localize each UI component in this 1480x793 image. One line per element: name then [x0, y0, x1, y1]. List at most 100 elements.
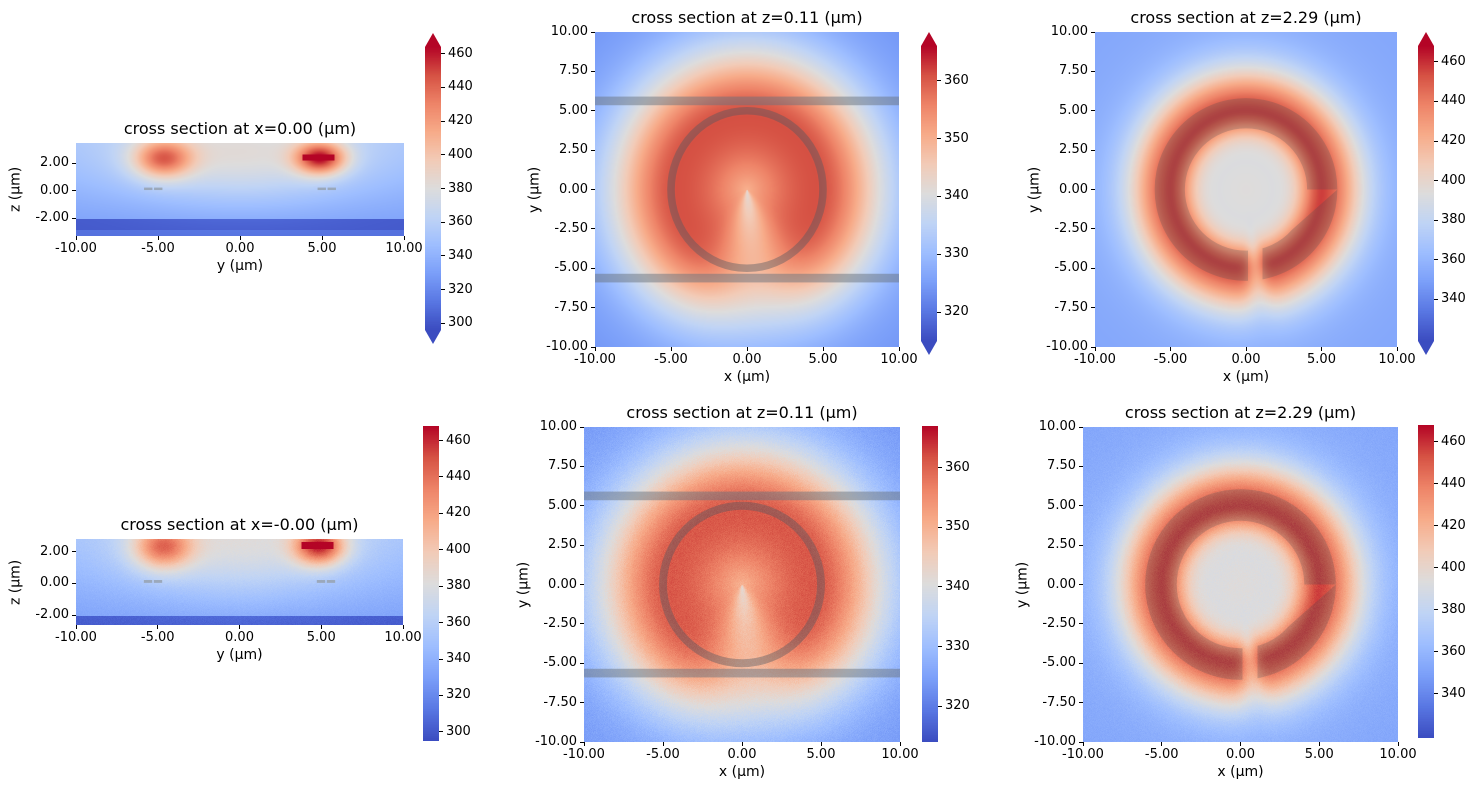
heatmap-canvas: [76, 539, 403, 625]
x-axis-ticks: -10.00 -5.00 0.00 5.00 10.00: [1062, 742, 1417, 766]
colorbar-tick-label: 360: [448, 214, 473, 230]
x-tick-label: 10.00: [1378, 352, 1416, 367]
y-tick-mark: [580, 623, 584, 625]
y-tick-mark: [1091, 346, 1095, 348]
colorbar-tick-label: 360: [944, 72, 969, 88]
y-tick-label: 7.50: [1059, 63, 1088, 79]
x-tick-label: -5.00: [1144, 747, 1179, 762]
y-tick-mark: [1079, 584, 1083, 585]
y-tick-label: 5.00: [1059, 102, 1088, 118]
x-tick-label: -5.00: [646, 747, 680, 762]
y-tick-mark: [1079, 544, 1083, 546]
y-tick-mark: [580, 584, 584, 585]
colorbar-tick-label: 320: [945, 698, 970, 714]
y-tick-label: -2.50: [554, 220, 588, 236]
y-tick-mark: [591, 110, 595, 112]
colorbar-tick-mark: [937, 311, 941, 313]
x-tick-label: 10.00: [1379, 747, 1417, 762]
heatmap-panel-bottom-left: cross section at x=-0.00 (μm) -10.00 -5.0…: [8, 515, 422, 663]
colorbar-tick-mark: [439, 512, 443, 514]
y-axis-ticks: 2.00 0.00 -2.00: [12, 539, 76, 625]
y-tick-mark: [72, 614, 76, 616]
colorbar-tick-label: 340: [944, 188, 969, 204]
y-tick-mark: [591, 70, 595, 72]
colorbar-tick-mark: [441, 289, 445, 291]
colorbar-tick-label: 400: [448, 146, 473, 162]
y-tick-mark: [1091, 189, 1095, 190]
y-tick-mark: [1091, 267, 1095, 269]
x-tick-label: 10.00: [881, 747, 919, 762]
x-axis-ticks: -10.00 -5.00 0.00 5.00 10.00: [563, 742, 919, 766]
y-tick-mark: [580, 544, 584, 546]
x-tick-mark: [1321, 347, 1322, 351]
y-tick-label: 5.00: [548, 497, 577, 513]
colorbar-tick-mark: [1434, 219, 1438, 221]
x-tick-mark: [1082, 742, 1084, 746]
y-tick-label: -2.00: [35, 607, 69, 623]
colorbar-tick-label: 380: [1441, 601, 1466, 617]
x-tick-label: -10.00: [55, 630, 97, 645]
colorbar-tick-mark: [441, 188, 445, 189]
plot-title: cross section at x=0.00 (μm): [123, 119, 357, 138]
x-tick-mark: [670, 347, 672, 351]
x-tick-mark: [1396, 347, 1398, 351]
plot-title: cross section at z=2.29 (μm): [1124, 403, 1357, 422]
y-tick-mark: [591, 31, 595, 33]
y-tick-mark: [1079, 465, 1083, 467]
x-tick-label: 10.00: [880, 352, 918, 367]
y-tick-mark: [1079, 426, 1083, 428]
y-tick-label: 0.00: [548, 576, 577, 592]
y-tick-mark: [591, 267, 595, 269]
colorbar-tick-mark: [938, 467, 942, 469]
y-tick-label: -10.00: [1034, 734, 1076, 749]
x-tick-mark: [662, 742, 664, 746]
x-tick-mark: [1170, 347, 1171, 351]
x-tick-mark: [239, 236, 241, 240]
colorbar: 460 440 420 400 380 360 340: [1418, 425, 1466, 738]
heatmap-canvas: [595, 32, 899, 347]
x-tick-label: 5.00: [307, 241, 337, 256]
colorbar-tick-label: 320: [448, 281, 473, 297]
y-tick-mark: [1079, 505, 1083, 507]
colorbar-tick-mark: [1434, 441, 1438, 443]
y-tick-mark: [580, 465, 584, 467]
heatmap-canvas: [76, 143, 404, 236]
y-tick-label: -7.50: [543, 694, 577, 710]
colorbar-tick-label: 340: [446, 651, 471, 667]
y-tick-mark: [591, 307, 595, 309]
colorbar-tick-label: 360: [1441, 643, 1466, 659]
x-tick-label: -10.00: [563, 747, 605, 762]
x-tick-mark: [1240, 742, 1241, 746]
y-tick-mark: [1079, 741, 1083, 743]
colorbar-tick-mark: [439, 549, 443, 551]
y-tick-label: 2.00: [40, 543, 69, 559]
y-tick-label: 0.00: [1047, 576, 1076, 592]
y-tick-label: -7.50: [554, 299, 588, 315]
y-tick-label: 7.50: [1047, 458, 1076, 474]
colorbar-tick-mark: [1434, 567, 1438, 569]
x-tick-label: 0.00: [727, 747, 757, 762]
colorbar-tick-mark: [937, 253, 941, 255]
colorbar-tick-label: 420: [1441, 133, 1466, 149]
colorbar-arrow-up-icon: [921, 32, 937, 46]
colorbar-ticks: 460 440 420 400 380 360 340: [1434, 46, 1480, 341]
x-axis-label: x (μm): [1217, 764, 1264, 780]
colorbar: 360 350 340 330 320: [922, 426, 970, 742]
colorbar-tick-mark: [1434, 483, 1438, 485]
colorbar-tick-label: 360: [1441, 251, 1466, 267]
colorbar-tick-mark: [1434, 298, 1438, 300]
colorbar-tick-label: 440: [446, 468, 471, 484]
colorbar-tick-label: 420: [1441, 517, 1466, 533]
colorbar: 460 440 420 400 380 360 340 320 300: [423, 426, 471, 741]
colorbar-arrow-down-icon: [425, 330, 441, 344]
y-axis-label: y (μm): [526, 166, 543, 213]
colorbar-arrow-up-icon: [425, 33, 441, 47]
y-tick-label: 7.50: [548, 458, 577, 474]
y-tick-mark: [1091, 70, 1095, 72]
colorbar-ticks: 460 440 420 400 380 360 340 320 300: [439, 426, 485, 741]
colorbar-tick-label: 380: [448, 180, 473, 196]
plot-title: cross section at z=0.11 (μm): [626, 403, 858, 422]
colorbar-tick-mark: [1434, 180, 1438, 182]
y-tick-mark: [580, 426, 584, 428]
